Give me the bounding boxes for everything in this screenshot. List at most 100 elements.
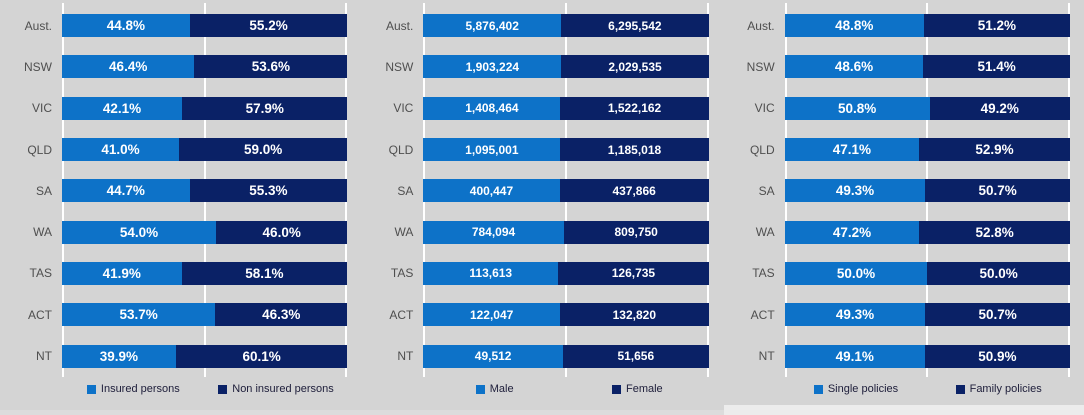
- bar-segment-female: 51,656: [562, 344, 709, 368]
- row-label: NSW: [24, 59, 52, 74]
- row-label: Aust.: [747, 18, 775, 33]
- row-label: WA: [33, 225, 52, 240]
- bar-segment-non-insured-persons: 46.0%: [216, 220, 348, 244]
- bar-row-qld: QLD 41.0% 59.0%: [0, 129, 361, 170]
- bar-value-label: 1,522,162: [607, 101, 662, 116]
- bar-value-label: 46.3%: [262, 307, 301, 323]
- bar-track: 47.1% 52.9%: [784, 138, 1070, 162]
- bar-segment-female: 6,295,542: [561, 14, 709, 38]
- bar-row-wa: WA 784,094 809,750: [361, 211, 722, 252]
- bar-segment-insured-persons: 54.0%: [62, 220, 217, 244]
- bar-segment-single-policies: 49.3%: [784, 303, 926, 327]
- bar-value-label: 59.0%: [244, 142, 283, 158]
- bar-track: 49,512 51,656: [423, 344, 709, 368]
- bar-value-label: 49.3%: [835, 183, 875, 199]
- bar-segment-female: 437,866: [559, 179, 709, 203]
- bar-segment-male: 784,094: [423, 220, 564, 244]
- bar-segment-insured-persons: 44.8%: [62, 14, 190, 38]
- bar-rows: Aust. 48.8% 51.2% NSW 48.6% 51.4% VIC 50.8% 49.2…: [723, 5, 1084, 377]
- row-label: QLD: [388, 142, 414, 157]
- bar-row-qld: QLD 47.1% 52.9%: [723, 129, 1084, 170]
- legend: Male Female: [423, 383, 708, 395]
- bar-value-label: 50.7%: [978, 307, 1017, 323]
- bar-row-nsw: NSW 46.4% 53.6%: [0, 46, 361, 87]
- legend-label: Single policies: [827, 383, 899, 395]
- bar-value-label: 41.9%: [102, 265, 141, 281]
- bar-value-label: 2,029,535: [608, 59, 662, 74]
- legend: Insured persons Non insured persons: [62, 383, 347, 395]
- bar-track: 784,094 809,750: [423, 220, 709, 244]
- row-label: ACT: [750, 307, 775, 322]
- bar-segment-female: 2,029,535: [561, 55, 709, 79]
- bar-track: 400,447 437,866: [423, 179, 709, 203]
- bar-track: 50.0% 50.0%: [784, 261, 1070, 285]
- bar-segment-male: 122,047: [423, 303, 560, 327]
- bar-segment-non-insured-persons: 46.3%: [215, 303, 348, 327]
- bar-track: 42.1% 57.9%: [62, 96, 348, 120]
- bar-segment-non-insured-persons: 55.3%: [189, 179, 348, 203]
- bar-segment-family-policies: 52.9%: [919, 138, 1070, 162]
- chart-panel-3: Aust. 48.8% 51.2% NSW 48.6% 51.4% VIC 50.8% 49.2…: [723, 0, 1084, 415]
- row-label: SA: [397, 183, 414, 198]
- row-label: QLD: [27, 142, 52, 157]
- bar-value-label: 132,820: [612, 307, 656, 322]
- bar-segment-single-policies: 48.8%: [784, 14, 924, 38]
- bar-segment-male: 400,447: [423, 179, 560, 203]
- bar-segment-family-policies: 49.2%: [929, 96, 1070, 120]
- bar-track: 44.7% 55.3%: [62, 179, 348, 203]
- legend-marker-icon: [86, 384, 96, 394]
- row-label: VIC: [754, 101, 775, 116]
- bar-value-label: 44.7%: [106, 183, 145, 199]
- bar-segment-female: 1,185,018: [560, 138, 709, 162]
- bar-track: 1,408,464 1,522,162: [423, 96, 709, 120]
- bar-value-label: 55.3%: [249, 183, 288, 199]
- bar-rows: Aust. 5,876,402 6,295,542 NSW 1,903,224 2,029…: [361, 5, 722, 377]
- bar-segment-non-insured-persons: 58.1%: [181, 261, 348, 285]
- bar-segment-female: 132,820: [559, 303, 709, 327]
- chart-panel-2: Aust. 5,876,402 6,295,542 NSW 1,903,224 2,029…: [361, 0, 722, 415]
- bar-value-label: 126,735: [611, 266, 656, 281]
- bar-track: 122,047 132,820: [423, 303, 709, 327]
- row-label: Aust.: [24, 18, 52, 33]
- bar-value-label: 1,095,001: [465, 142, 519, 157]
- bar-value-label: 46.4%: [109, 59, 148, 75]
- row-label: TAS: [29, 266, 52, 281]
- bar-row-nt: NT 49,512 51,656: [361, 335, 722, 376]
- row-label: VIC: [31, 101, 52, 116]
- legend-item-single-policies: Single policies: [785, 383, 928, 395]
- bar-rows: Aust. 44.8% 55.2% NSW 46.4% 53.6% VIC 42.1% 57.9…: [0, 5, 361, 377]
- bar-segment-male: 1,903,224: [423, 55, 562, 79]
- bar-segment-male: 113,613: [423, 261, 559, 285]
- bar-track: 50.8% 49.2%: [784, 96, 1070, 120]
- bar-segment-family-policies: 50.7%: [925, 179, 1070, 203]
- bar-value-label: 48.6%: [834, 59, 874, 75]
- bar-row-nsw: NSW 1,903,224 2,029,535: [361, 46, 722, 87]
- bar-row-tas: TAS 50.0% 50.0%: [723, 253, 1084, 294]
- bar-row-sa: SA 44.7% 55.3%: [0, 170, 361, 211]
- bar-segment-non-insured-persons: 57.9%: [182, 96, 348, 120]
- bar-value-label: 50.8%: [837, 100, 877, 116]
- row-label: TAS: [390, 266, 414, 281]
- bar-track: 44.8% 55.2%: [62, 14, 348, 38]
- legend-marker-icon: [611, 384, 621, 394]
- legend-item-family-policies: Family policies: [927, 383, 1070, 395]
- bar-row-aust: Aust. 44.8% 55.2%: [0, 5, 361, 46]
- legend-marker-icon: [955, 384, 965, 394]
- legend-marker-icon: [218, 384, 228, 394]
- bar-value-label: 49.3%: [835, 307, 875, 323]
- bottom-strip-right: [724, 405, 1084, 415]
- bar-segment-male: 5,876,402: [423, 14, 562, 38]
- row-label: NT: [36, 349, 52, 364]
- bar-row-qld: QLD 1,095,001 1,185,018: [361, 129, 722, 170]
- row-label: ACT: [389, 307, 414, 322]
- bar-track: 41.0% 59.0%: [62, 138, 348, 162]
- legend-label: Insured persons: [100, 383, 180, 395]
- bar-row-sa: SA 400,447 437,866: [361, 170, 722, 211]
- bar-value-label: 50.9%: [978, 348, 1017, 364]
- bar-value-label: 50.0%: [979, 265, 1018, 281]
- bar-row-wa: WA 47.2% 52.8%: [723, 211, 1084, 252]
- bar-segment-family-policies: 51.4%: [923, 55, 1070, 79]
- bar-segment-non-insured-persons: 60.1%: [175, 344, 348, 368]
- bar-value-label: 55.2%: [249, 18, 288, 34]
